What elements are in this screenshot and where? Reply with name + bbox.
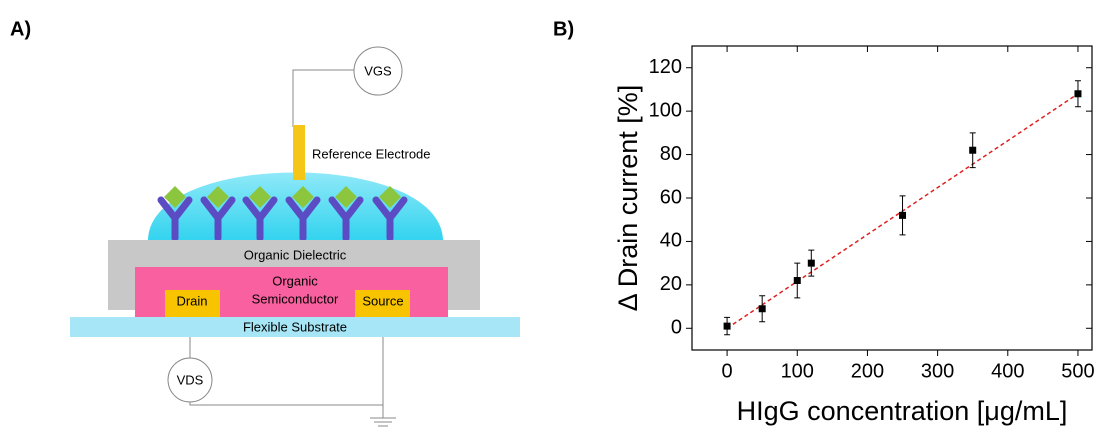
source-label: Source — [362, 293, 403, 308]
antigen — [379, 186, 401, 208]
device-diagram: VGS Reference Electrode Organic Dielectr… — [70, 46, 520, 427]
y-tick-label: 0 — [671, 317, 682, 339]
antigen — [249, 186, 271, 208]
data-point — [793, 277, 801, 285]
y-tick-label: 80 — [660, 143, 682, 165]
y-tick-label: 100 — [649, 99, 682, 121]
antigen — [335, 186, 357, 208]
antibody — [200, 196, 236, 242]
y-tick-label: 40 — [660, 230, 682, 252]
x-tick-label: 500 — [1061, 360, 1094, 382]
antibody — [328, 196, 364, 242]
source — [355, 290, 410, 317]
data-point — [899, 211, 907, 219]
antibody — [285, 196, 321, 242]
x-tick-label: 0 — [722, 360, 733, 382]
antibodies — [157, 186, 408, 242]
x-axis-label: HIgG concentration [μg/mL] — [737, 396, 1068, 426]
ground — [370, 417, 396, 427]
data-point — [807, 259, 815, 267]
reference-electrode-label: Reference Electrode — [312, 146, 431, 161]
y-tick-label: 60 — [660, 186, 682, 208]
vds-label: VDS — [177, 372, 204, 387]
vgs-source — [353, 46, 403, 96]
data-point — [758, 305, 766, 313]
x-tick-label: 300 — [921, 360, 954, 382]
drain-label: Drain — [176, 293, 207, 308]
antigen — [164, 186, 186, 208]
antibody — [372, 196, 408, 242]
plot-frame — [691, 45, 1093, 351]
x-tick-label: 100 — [781, 360, 814, 382]
y-axis-label: Δ Drain current [%] — [613, 85, 643, 312]
x-tick-label: 400 — [991, 360, 1024, 382]
semiconductor-label: Semiconductor — [252, 291, 339, 306]
semiconductor-label: Organic — [272, 273, 318, 288]
data-point — [723, 322, 731, 330]
antigen — [207, 186, 229, 208]
chart: 0 100 200 300 400 500 0 20 40 60 80 100 120 HIgG conc… — [613, 45, 1095, 426]
panel-label: B) — [553, 18, 574, 40]
reference-electrode — [293, 125, 305, 180]
substrate — [70, 317, 520, 337]
wire — [189, 402, 383, 406]
antigen — [292, 186, 314, 208]
dielectric-label: Organic Dielectric — [244, 247, 347, 262]
panel-label: A) — [10, 18, 31, 40]
y-tick-label: 20 — [660, 273, 682, 295]
data-point — [1074, 90, 1082, 98]
y-tick-label: 120 — [649, 56, 682, 78]
drain — [165, 290, 220, 317]
data-point — [969, 146, 977, 154]
antibody — [242, 196, 278, 242]
antibody — [157, 196, 193, 242]
vgs-label: VGS — [364, 63, 392, 78]
x-tick-label: 200 — [851, 360, 884, 382]
wire — [292, 69, 355, 127]
substrate-label: Flexible Substrate — [243, 319, 347, 334]
